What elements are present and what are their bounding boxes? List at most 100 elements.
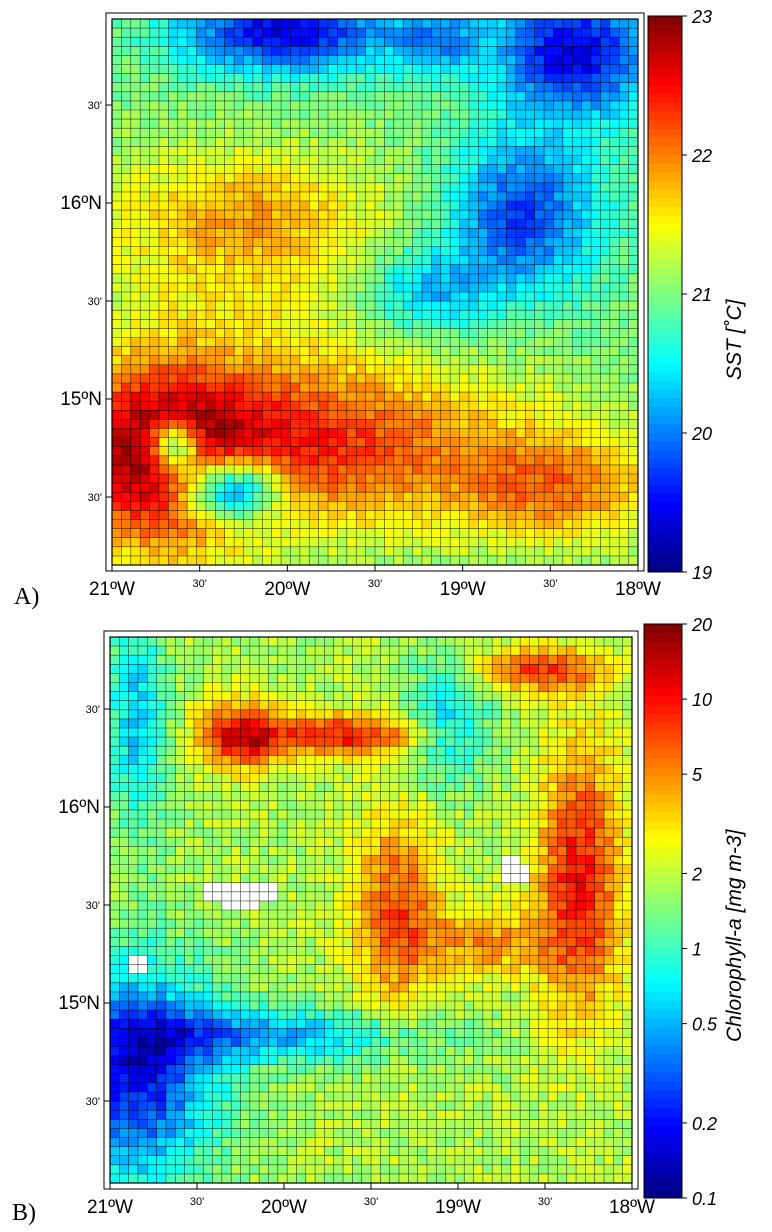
heatmap-cell xyxy=(544,337,554,347)
heatmap-cell xyxy=(203,764,213,774)
heatmap-cell xyxy=(613,837,623,847)
heatmap-cell xyxy=(613,746,623,756)
heatmap-cell xyxy=(281,264,291,275)
heatmap-cell xyxy=(408,691,418,701)
heatmap-cell xyxy=(506,474,517,484)
heatmap-cell xyxy=(149,191,160,202)
heatmap-cell xyxy=(604,846,614,856)
heatmap-cell xyxy=(482,691,493,701)
heatmap-cell xyxy=(534,401,545,411)
heatmap-cell xyxy=(585,682,596,692)
heatmap-cell xyxy=(346,64,357,74)
heatmap-cell xyxy=(520,809,530,820)
heatmap-cell xyxy=(450,519,460,529)
heatmap-cell xyxy=(290,37,301,47)
heatmap-cell xyxy=(187,428,197,438)
colorbar-segment xyxy=(648,276,682,286)
heatmap-cell xyxy=(361,718,372,729)
heatmap-cell xyxy=(421,501,432,511)
heatmap-cell xyxy=(215,191,226,202)
heatmap-cell xyxy=(581,246,592,256)
heatmap-cell xyxy=(450,337,460,347)
heatmap-cell xyxy=(421,455,432,466)
heatmap-cell xyxy=(566,718,577,729)
heatmap-cell xyxy=(553,46,564,56)
heatmap-cell xyxy=(149,437,160,447)
heatmap-cell xyxy=(594,664,605,674)
heatmap-cell xyxy=(328,364,338,375)
heatmap-cell xyxy=(252,428,263,438)
heatmap-cell xyxy=(478,237,489,247)
heatmap-cell xyxy=(478,428,489,438)
heatmap-cell xyxy=(203,655,213,665)
heatmap-cell xyxy=(365,137,376,147)
heatmap-cell xyxy=(158,310,169,320)
heatmap-cell xyxy=(346,319,357,329)
heatmap-cell xyxy=(328,528,338,538)
heatmap-cell xyxy=(375,55,385,65)
heatmap-cell xyxy=(464,682,474,692)
heatmap-cell xyxy=(562,100,573,111)
heatmap-cell xyxy=(566,637,577,647)
heatmap-cell xyxy=(417,773,428,783)
heatmap-cell xyxy=(149,546,160,557)
heatmap-cell xyxy=(431,364,442,375)
heatmap-cell xyxy=(557,746,568,756)
heatmap-cell xyxy=(591,301,601,311)
heatmap-cell xyxy=(468,37,479,47)
heatmap-cell xyxy=(440,319,451,329)
heatmap-cell xyxy=(318,455,329,466)
heatmap-cell xyxy=(412,446,423,457)
colorbar-segment xyxy=(648,59,682,69)
heatmap-cell xyxy=(544,492,554,502)
heatmap-cell xyxy=(196,119,207,129)
heatmap-cells xyxy=(110,637,633,1184)
heatmap-cell xyxy=(196,237,207,247)
heatmap-cell xyxy=(121,446,132,457)
heatmap-cell xyxy=(175,709,185,720)
heatmap-cell xyxy=(130,191,141,202)
heatmap-cell xyxy=(196,555,207,566)
heatmap-cell xyxy=(436,728,446,738)
heatmap-cell xyxy=(581,410,592,420)
heatmap-cell xyxy=(492,755,502,765)
heatmap-cell xyxy=(346,264,357,275)
heatmap-cell xyxy=(337,282,348,293)
heatmap-cell xyxy=(184,709,195,720)
heatmap-cell xyxy=(628,273,639,284)
heatmap-cell xyxy=(628,464,639,475)
heatmap-cell xyxy=(529,700,540,711)
heatmap-cell xyxy=(318,37,329,47)
heatmap-cell xyxy=(271,155,282,165)
heatmap-cell xyxy=(515,492,526,502)
heatmap-cell xyxy=(337,110,348,120)
heatmap-cell xyxy=(482,828,493,838)
heatmap-cell xyxy=(487,501,498,511)
heatmap-cell xyxy=(478,210,489,220)
heatmap-cell xyxy=(158,483,169,493)
heatmap-cell xyxy=(196,28,207,38)
heatmap-cell xyxy=(515,501,526,511)
heatmap-cell xyxy=(193,855,204,865)
heatmap-cell xyxy=(534,64,545,74)
heatmap-cell xyxy=(187,328,197,338)
heatmap-cell xyxy=(529,855,540,865)
heatmap-cell xyxy=(262,355,272,366)
heatmap-cell xyxy=(224,483,235,493)
heatmap-cell xyxy=(271,246,282,256)
heatmap-cell xyxy=(361,828,372,838)
heatmap-cell xyxy=(333,791,344,802)
heatmap-cell xyxy=(581,301,592,311)
heatmap-cell xyxy=(371,791,381,802)
heatmap-cell xyxy=(572,182,582,193)
heatmap-cell xyxy=(158,528,169,538)
heatmap-cell xyxy=(234,191,244,202)
heatmap-cell xyxy=(231,691,241,701)
heatmap-cell xyxy=(343,837,353,847)
heatmap-cell xyxy=(271,55,282,65)
heatmap-cell xyxy=(277,637,288,647)
heatmap-cell xyxy=(158,55,169,65)
heatmap-cell xyxy=(436,819,446,829)
heatmap-cell xyxy=(249,709,260,720)
heatmap-cell xyxy=(268,655,279,665)
